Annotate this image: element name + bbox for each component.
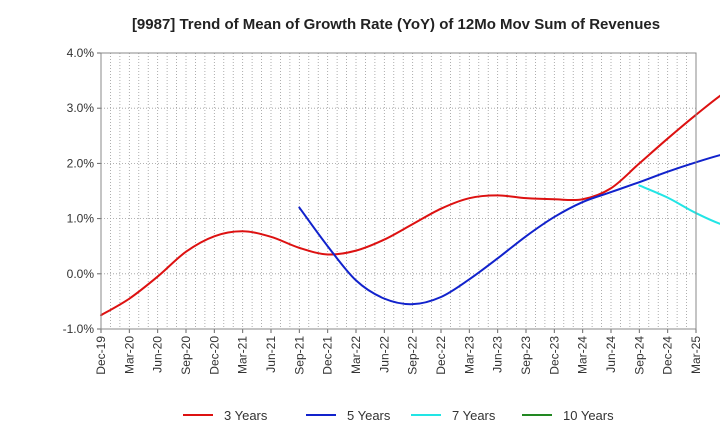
x-tick-label: Sep-23 bbox=[519, 336, 533, 375]
y-tick-label: 0.0% bbox=[67, 267, 95, 281]
x-tick-label: Dec-24 bbox=[661, 336, 675, 375]
legend-label-10-years: 10 Years bbox=[563, 408, 614, 423]
x-tick-label: Mar-22 bbox=[349, 336, 363, 374]
y-axis: -1.0% 0.0% 1.0% 2.0% 3.0% 4.0% bbox=[63, 46, 101, 336]
x-axis: Dec-19 Mar-20 Jun-20 Sep-20 Dec-20 Mar-21 Jun-… bbox=[94, 329, 703, 375]
x-tick-label: Mar-24 bbox=[576, 336, 590, 374]
y-tick-label: 2.0% bbox=[67, 156, 95, 170]
x-tick-label: Mar-25 bbox=[689, 336, 703, 374]
x-tick-label: Mar-20 bbox=[122, 336, 136, 374]
series-line-3-years bbox=[100, 94, 720, 317]
series-line-7-years bbox=[638, 184, 720, 225]
x-tick-label: Dec-19 bbox=[94, 336, 108, 375]
x-tick-label: Sep-21 bbox=[292, 336, 306, 375]
y-tick-label: 3.0% bbox=[67, 101, 95, 115]
x-tick-label: Jun-20 bbox=[151, 336, 165, 373]
legend: 3 Years 5 Years 7 Years 10 Years bbox=[183, 408, 614, 423]
legend-label-3-years: 3 Years bbox=[224, 408, 268, 423]
x-tick-label: Jun-21 bbox=[264, 336, 278, 373]
series-line-5-years bbox=[298, 154, 720, 306]
x-tick-label: Sep-22 bbox=[406, 336, 420, 375]
x-tick-label: Sep-24 bbox=[632, 336, 646, 375]
x-tick-label: Dec-23 bbox=[547, 336, 561, 375]
x-tick-label: Mar-21 bbox=[236, 336, 250, 374]
x-tick-label: Dec-22 bbox=[434, 336, 448, 375]
chart-title: [9987] Trend of Mean of Growth Rate (YoY… bbox=[132, 16, 660, 33]
x-tick-label: Dec-20 bbox=[207, 336, 221, 375]
x-tick-label: Jun-22 bbox=[377, 336, 391, 373]
plot-frame bbox=[100, 52, 697, 330]
x-tick-label: Jun-24 bbox=[604, 336, 618, 373]
y-tick-label: 4.0% bbox=[67, 46, 95, 60]
y-tick-label: 1.0% bbox=[67, 212, 95, 226]
y-tick-label: -1.0% bbox=[63, 322, 95, 336]
x-tick-label: Mar-23 bbox=[462, 336, 476, 374]
x-tick-label: Sep-20 bbox=[179, 336, 193, 375]
legend-label-7-years: 7 Years bbox=[452, 408, 496, 423]
legend-label-5-years: 5 Years bbox=[347, 408, 391, 423]
x-tick-label: Dec-21 bbox=[321, 336, 335, 375]
x-tick-label: Jun-23 bbox=[491, 336, 505, 373]
series-lines bbox=[100, 94, 720, 317]
